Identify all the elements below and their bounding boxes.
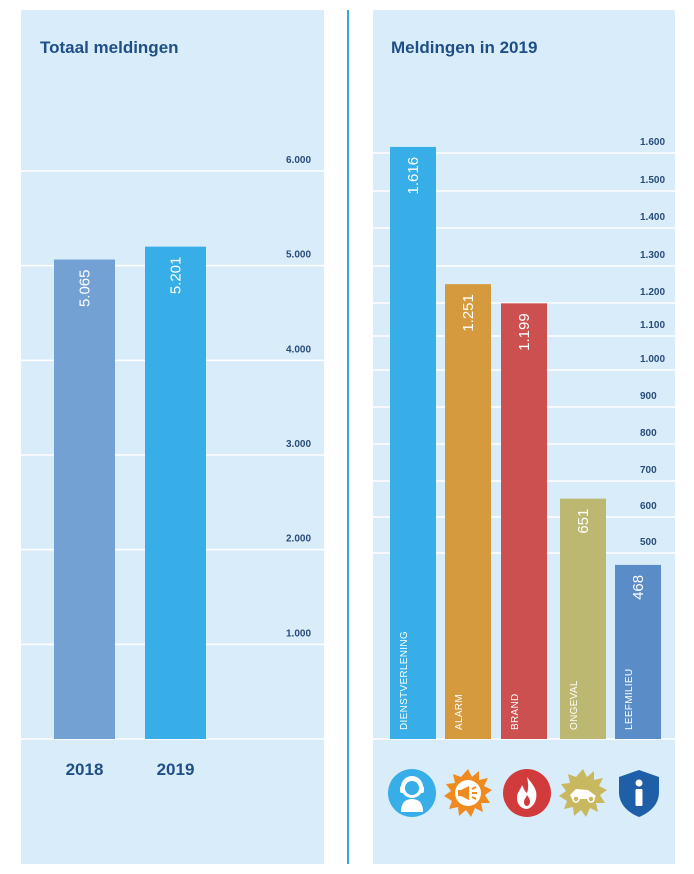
- y-tick-label: 1.000: [640, 354, 665, 365]
- bar-category-label: ONGEVAL: [569, 680, 580, 730]
- bar-value-label: 651: [575, 509, 592, 534]
- y-tick-label: 900: [640, 391, 657, 402]
- y-tick-label: 500: [640, 537, 657, 548]
- chart-title-total: Totaal meldingen: [40, 38, 179, 57]
- bar-value-label: 5.201: [168, 257, 185, 295]
- bar-category-label: LEEFMILIEU: [624, 669, 635, 730]
- person-icon: [387, 768, 437, 818]
- y-tick-label: 1.300: [640, 250, 665, 261]
- panel-divider: [347, 10, 349, 864]
- bar-value-label: 1.199: [516, 313, 533, 351]
- bar: [390, 146, 436, 740]
- bar-value-label: 1.616: [405, 157, 422, 195]
- y-tick-label: 1.100: [640, 320, 665, 331]
- bar: [501, 303, 547, 739]
- x-tick-label: 2018: [66, 760, 104, 779]
- bar-category-label: BRAND: [510, 693, 521, 730]
- bar-category-label: DIENSTVERLENING: [399, 631, 410, 730]
- y-tick-label: 1.600: [640, 137, 665, 148]
- y-tick-label: 600: [640, 501, 657, 512]
- y-tick-label: 1.000: [286, 628, 311, 639]
- y-tick-label: 1.500: [640, 175, 665, 186]
- bar: [560, 498, 606, 739]
- y-tick-label: 5.000: [286, 250, 311, 261]
- bar-value-label: 1.251: [460, 294, 477, 332]
- y-tick-label: 2.000: [286, 534, 311, 545]
- flame-icon: [502, 768, 552, 818]
- bar-value-label: 468: [630, 575, 647, 600]
- y-tick-label: 3.000: [286, 439, 311, 450]
- bar-value-label: 5.065: [77, 270, 94, 308]
- y-tick-label: 6.000: [286, 155, 311, 166]
- chart-title-2019: Meldingen in 2019: [391, 38, 538, 57]
- bar: [445, 284, 491, 739]
- y-tick-label: 700: [640, 465, 657, 476]
- bar: [54, 259, 115, 739]
- bar: [615, 564, 661, 739]
- x-tick-label: 2019: [157, 760, 195, 779]
- crash-icon: [558, 768, 608, 818]
- y-tick-label: 4.000: [286, 344, 311, 355]
- shield-info-icon: [614, 768, 664, 818]
- bar-category-label: ALARM: [454, 694, 465, 730]
- megaphone-icon: [443, 768, 493, 818]
- y-tick-label: 1.200: [640, 287, 665, 298]
- bar: [145, 246, 206, 739]
- y-tick-label: 800: [640, 428, 657, 439]
- y-tick-label: 1.400: [640, 212, 665, 223]
